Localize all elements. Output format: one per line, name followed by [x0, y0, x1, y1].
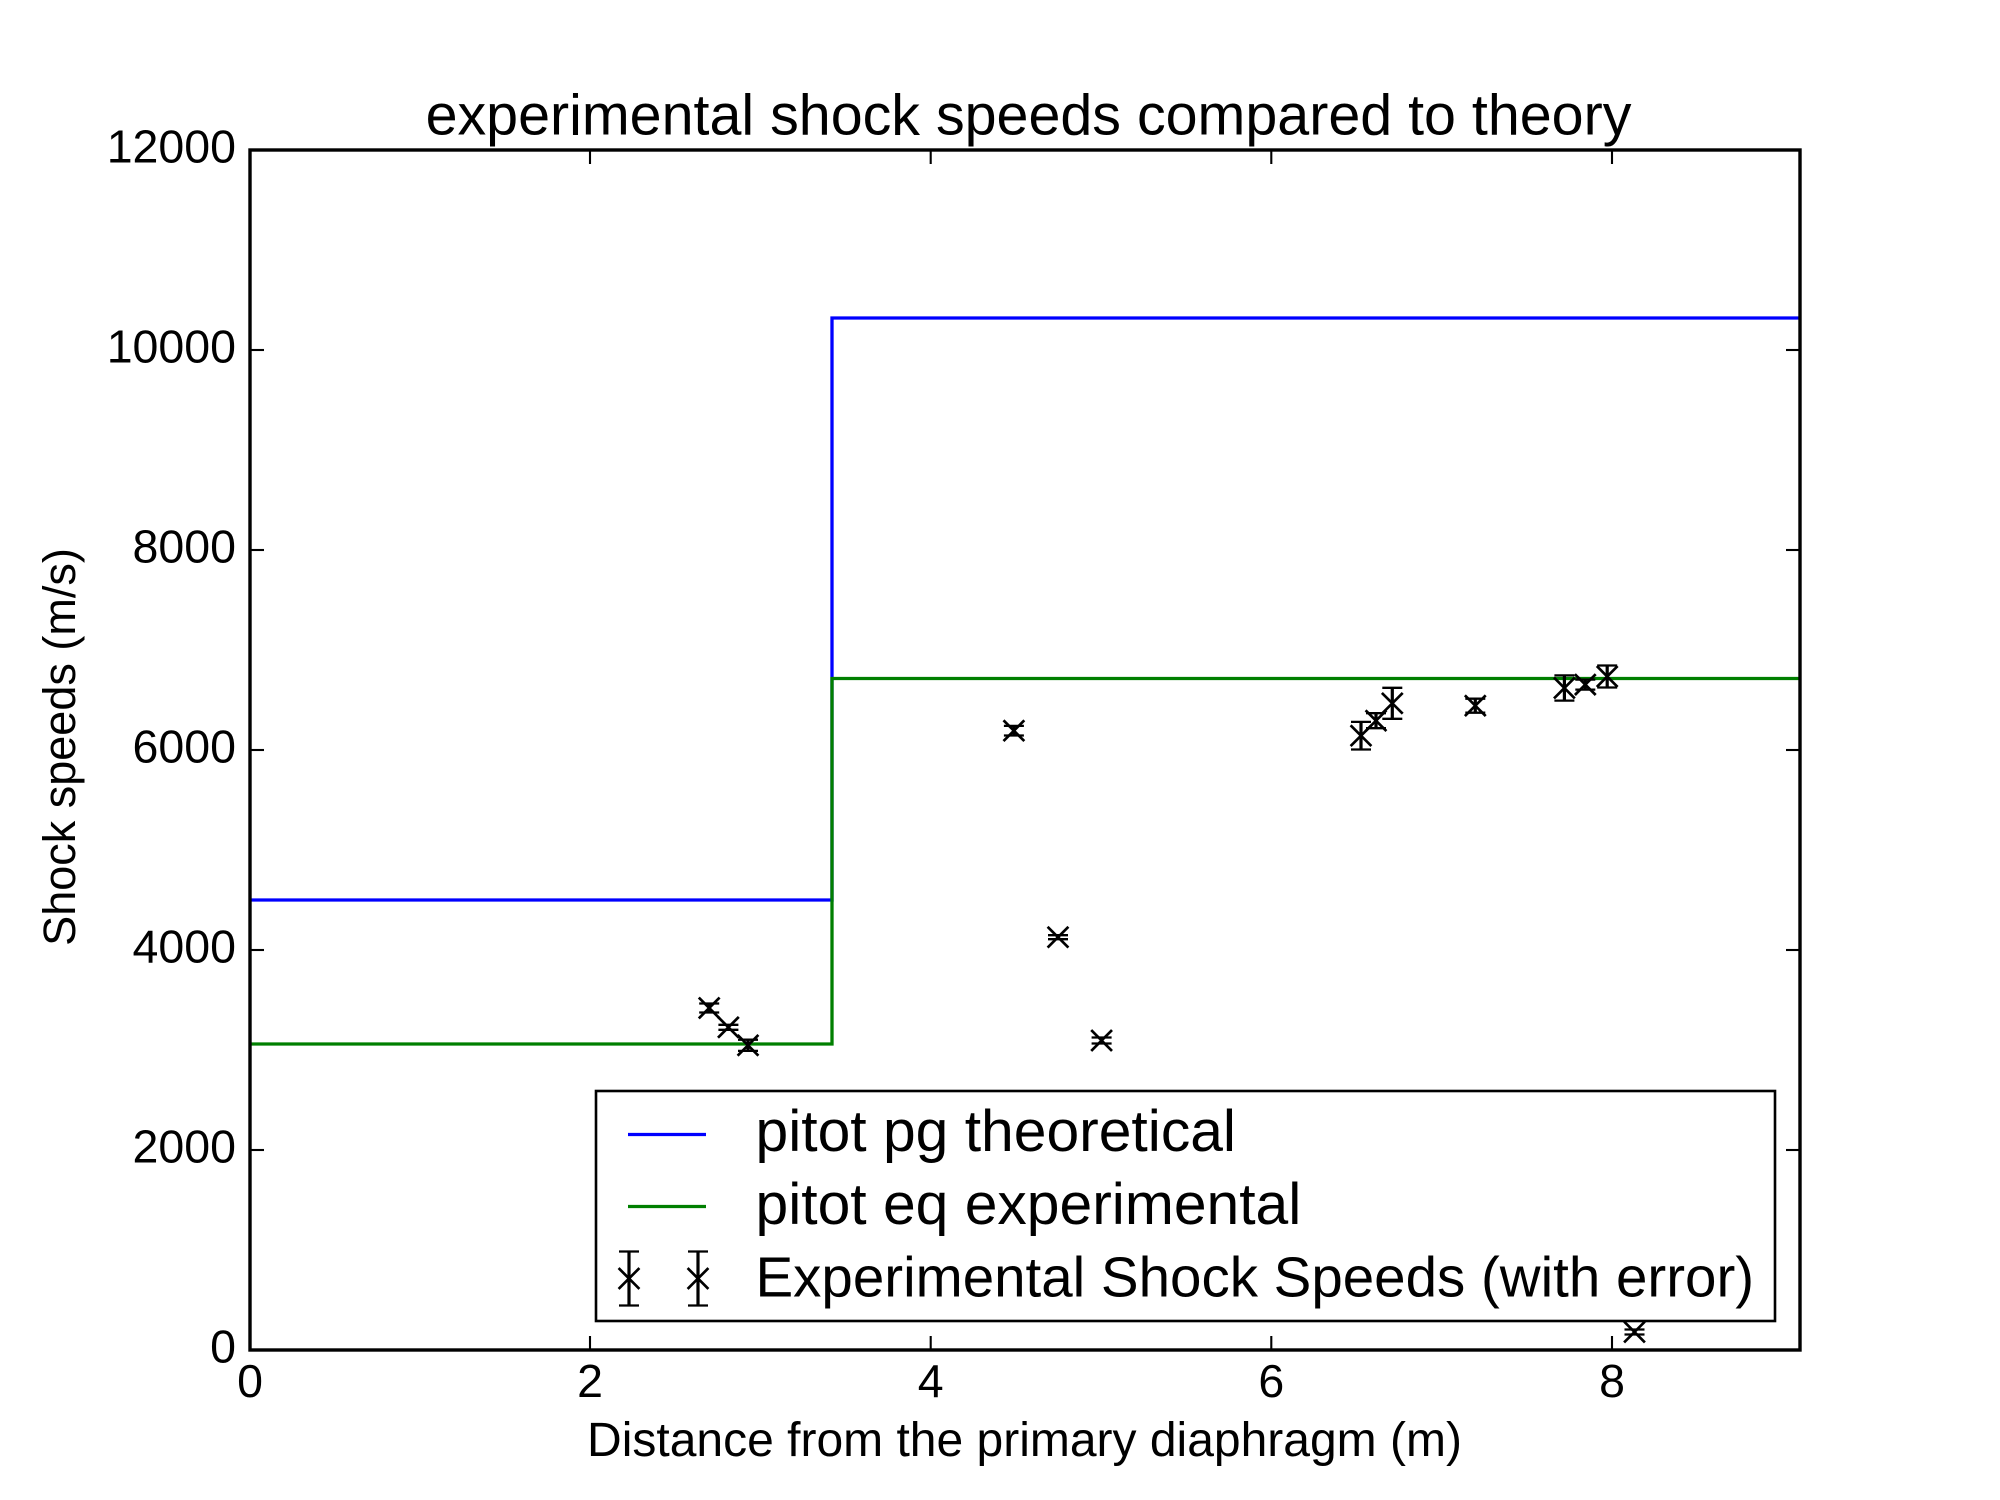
svg-text:2: 2: [577, 1355, 603, 1407]
svg-text:Shock speeds (m/s): Shock speeds (m/s): [34, 548, 85, 946]
svg-text:12000: 12000: [107, 121, 236, 173]
svg-text:6: 6: [1258, 1355, 1284, 1407]
svg-text:experimental shock speeds comp: experimental shock speeds compared to th…: [426, 84, 1632, 148]
svg-text:4: 4: [918, 1355, 944, 1407]
svg-text:8000: 8000: [133, 521, 236, 573]
svg-text:8: 8: [1599, 1355, 1625, 1407]
svg-text:0: 0: [237, 1355, 263, 1407]
svg-text:4000: 4000: [133, 921, 236, 973]
svg-text:10000: 10000: [107, 321, 236, 373]
svg-text:Distance from the primary diap: Distance from the primary diaphragm (m): [587, 1414, 1462, 1467]
svg-text:pitot eq experimental: pitot eq experimental: [756, 1172, 1302, 1237]
svg-text:pitot pg theoretical: pitot pg theoretical: [756, 1099, 1236, 1164]
svg-text:2000: 2000: [133, 1121, 236, 1173]
svg-text:Experimental Shock Speeds (wit: Experimental Shock Speeds (with error): [756, 1246, 1755, 1309]
svg-text:6000: 6000: [133, 721, 236, 773]
svg-text:0: 0: [210, 1321, 236, 1373]
